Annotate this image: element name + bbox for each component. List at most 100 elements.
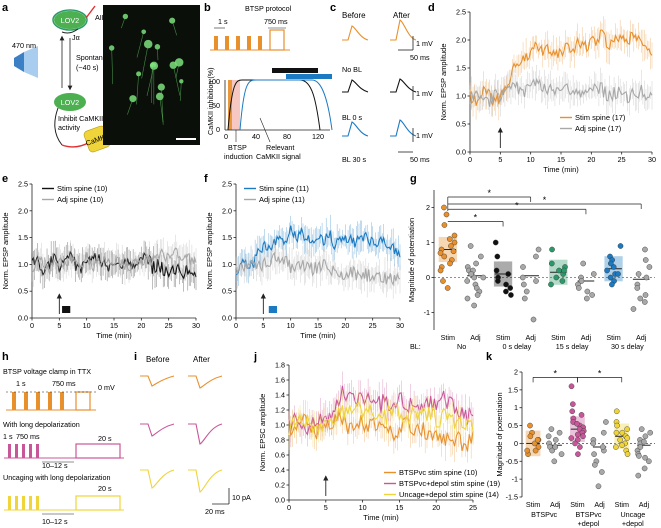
g-point xyxy=(535,246,542,253)
light-label: 470 nm xyxy=(12,41,36,50)
g-point xyxy=(575,285,582,291)
c-trace xyxy=(342,79,369,93)
k-point xyxy=(614,422,620,429)
g-point xyxy=(437,250,444,256)
h-20s-c: 20 s xyxy=(98,484,112,493)
g-point xyxy=(471,274,478,281)
g-point xyxy=(523,288,530,295)
g-point xyxy=(646,264,653,270)
g-point xyxy=(468,271,474,277)
panel-label-a: a xyxy=(2,2,9,14)
c-before: Before xyxy=(342,11,366,20)
g-cond-label: 30 s delay xyxy=(611,342,644,351)
k-point xyxy=(613,429,620,436)
h-delay-b: 10–12 s xyxy=(42,461,68,470)
g-group-label: Stim xyxy=(551,333,565,342)
k-point xyxy=(524,447,531,454)
j-xtick-label: 10 xyxy=(359,503,367,512)
panel-label-c: c xyxy=(330,2,336,14)
g-point xyxy=(440,278,446,284)
f-ytick-label: 2.0 xyxy=(222,206,232,215)
k-point xyxy=(641,438,647,445)
b-induction-1: BTSP xyxy=(228,143,247,152)
neuron-dendrite xyxy=(146,65,155,96)
neuron-cells xyxy=(108,13,184,125)
panel-i: i Before After 10 pA 20 ms xyxy=(134,351,251,516)
chart-j: 0 5 10 15 20 25 0.0 0.2 0.4 0.6 0.8 1.0 1.2 1.4 1.6 1.8… xyxy=(258,361,501,523)
k-point xyxy=(527,433,534,440)
g-point xyxy=(508,292,514,298)
panel-j: j 0 5 10 15 20 25 0.0 0.2 0.4 0.6 0.8 1.0 1.2 1.4 1.6 1… xyxy=(253,351,501,522)
g-cond-label: No xyxy=(457,342,466,351)
induction-strip xyxy=(228,80,232,130)
g-point xyxy=(493,267,500,274)
neuron-dendrite xyxy=(157,46,159,61)
g-point xyxy=(505,271,512,277)
light-bar-black xyxy=(272,68,318,73)
g-point xyxy=(642,257,649,263)
h-pulse xyxy=(15,496,18,510)
j-xtick-label: 0 xyxy=(287,503,291,512)
inhibit-label-2: activity xyxy=(58,123,80,132)
j-ytick-label: 1.0 xyxy=(275,421,285,430)
j-ytick-label: 1.6 xyxy=(275,376,285,385)
h-pulse xyxy=(48,392,52,410)
k-cond-label: Uncage xyxy=(620,510,645,519)
k-point xyxy=(617,437,623,443)
k-group-label: Stim xyxy=(526,500,540,509)
g-point xyxy=(549,260,555,267)
k-point xyxy=(619,442,625,449)
k-point xyxy=(641,465,648,472)
c-sb-v1-label: 1 mV xyxy=(416,39,433,48)
g-point xyxy=(521,295,528,302)
c-after: After xyxy=(393,11,410,20)
h-title-2: With long depolarization xyxy=(3,420,80,429)
neuron-dendrite xyxy=(159,96,164,123)
g-point xyxy=(521,281,527,288)
g-point xyxy=(584,295,590,302)
g-sig-star: * xyxy=(487,188,491,198)
d-ytick-label: 1.0 xyxy=(456,92,466,101)
g-point xyxy=(590,271,597,277)
b-xtick-0: 0 xyxy=(224,132,228,141)
g-point xyxy=(478,253,484,260)
g-sig-star: * xyxy=(474,213,478,223)
c-row3: BL 30 s xyxy=(342,155,367,164)
i-sb-ms-label: 20 ms xyxy=(205,507,225,516)
e-xtick-label: 15 xyxy=(110,321,118,330)
j-legend-label: Uncage+depol stim spine (14) xyxy=(399,490,499,499)
f-xtick-label: 25 xyxy=(369,321,377,330)
k-cond-label: BTSPvc xyxy=(531,510,557,519)
g-point xyxy=(447,260,453,267)
g-point xyxy=(471,302,477,309)
h-plateau xyxy=(75,391,91,411)
neuron-dendrite xyxy=(172,65,181,96)
h-pulse xyxy=(8,444,11,458)
h-pulse xyxy=(29,496,32,510)
j-ylabel: Norm. EPSC amplitude xyxy=(258,394,267,472)
k-point xyxy=(642,433,649,440)
g-point xyxy=(607,260,614,267)
btsp-pulse xyxy=(258,36,262,50)
chart-g: -1 0 1 2 Magnitude of potentiation Stim Adj Sti… xyxy=(407,188,655,351)
ja-label: Jα xyxy=(72,33,80,42)
k-point xyxy=(595,483,602,490)
j-legend-label: BTSPvc+depol stim spine (19) xyxy=(399,479,501,488)
g-point xyxy=(643,274,650,281)
i-trace xyxy=(188,375,223,389)
b-xtick-40: 40 xyxy=(252,132,260,141)
d-ytick-label: 2.5 xyxy=(456,8,466,17)
b-xtick-120: 120 xyxy=(312,132,324,141)
k-point xyxy=(599,469,605,475)
d-series-line xyxy=(469,77,653,107)
g-point xyxy=(448,243,454,249)
g-ylabel: Magnitude of potentiation xyxy=(407,218,416,302)
g-point xyxy=(480,274,487,281)
b-relevant-2: CaMKII signal xyxy=(256,152,301,161)
g-point xyxy=(642,299,648,305)
g-point xyxy=(507,285,514,291)
g-point xyxy=(494,253,501,260)
j-ytick-label: 1.8 xyxy=(275,361,285,370)
g-point xyxy=(533,278,539,284)
d-xtick-label: 5 xyxy=(498,155,502,164)
